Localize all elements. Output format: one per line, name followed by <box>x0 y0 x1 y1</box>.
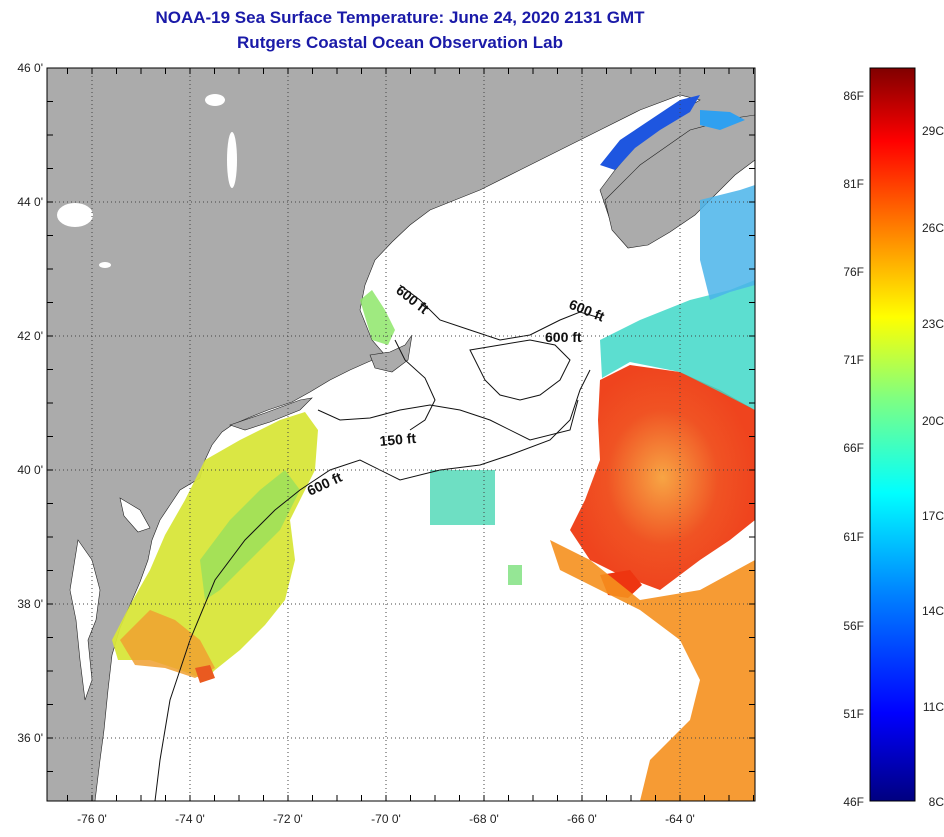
sst-southern-orange <box>550 540 755 801</box>
sst-shelf-orange <box>120 610 215 678</box>
map-title: NOAA-19 Sea Surface Temperature: June 24… <box>155 8 645 27</box>
colorbar-f-label: 71F <box>843 353 864 367</box>
colorbar-c-label: 23C <box>922 317 944 331</box>
sst-fundy-cyan <box>700 110 745 130</box>
delaware-bay <box>119 497 151 533</box>
contour-georges-bank <box>469 339 571 401</box>
contour-150ft <box>317 399 579 441</box>
contour-label: 150 ft <box>379 430 417 449</box>
longitude-axis: -76 0' -74 0' -72 0' -70 0' -68 0' -66 0' -64 … <box>67 68 754 826</box>
colorbar-c-label: 20C <box>922 414 944 428</box>
lat-tick-label: 46 0' <box>17 61 43 75</box>
sst-gulf-stream <box>570 365 755 590</box>
land-nova-scotia <box>604 114 755 249</box>
colorbar-c-label: 26C <box>922 221 944 235</box>
lon-tick-label: -66 0' <box>567 812 597 826</box>
map-subtitle: Rutgers Coastal Ocean Observation Lab <box>237 33 563 52</box>
map-frame <box>46 67 756 802</box>
lon-tick-label: -76 0' <box>77 812 107 826</box>
contour-gulf-of-maine <box>399 284 601 341</box>
colorbar-f-label: 56F <box>843 619 864 633</box>
lon-tick-label: -74 0' <box>175 812 205 826</box>
colorbar-c-label: 29C <box>922 124 944 138</box>
colorbar <box>869 67 916 802</box>
land-long-island <box>229 397 313 431</box>
lat-tick-label: 44 0' <box>17 195 43 209</box>
lat-tick-label: 42 0' <box>17 329 43 343</box>
colorbar-c-label: 8C <box>929 795 944 809</box>
lon-tick-label: -72 0' <box>273 812 303 826</box>
colorbar-c-label: 14C <box>922 604 944 618</box>
colorbar-c-label: 11C <box>923 700 944 714</box>
lake <box>57 203 93 227</box>
lake <box>205 94 225 106</box>
latitude-axis: 46 0' 44 0' 42 0' 40 0' 38 0' 36 0' <box>17 61 755 772</box>
colorbar-f-label: 46F <box>843 795 864 809</box>
colorbar-fahrenheit-labels: 86F 81F 76F 71F 66F 61F 56F 51F 46F <box>843 89 864 809</box>
lon-tick-label: -70 0' <box>371 812 401 826</box>
lon-tick-label: -68 0' <box>469 812 499 826</box>
sst-scotian-shelf <box>700 185 755 300</box>
colorbar-f-label: 81F <box>843 177 864 191</box>
sst-patch <box>430 470 495 525</box>
colorbar-f-label: 66F <box>843 441 864 455</box>
lake <box>99 262 111 268</box>
isobath-contours <box>154 284 601 801</box>
colorbar-f-label: 51F <box>843 707 864 721</box>
colorbar-f-label: 86F <box>843 89 864 103</box>
sst-patch <box>508 565 522 585</box>
colorbar-c-label: 17C <box>922 509 944 523</box>
sst-gulf-of-maine-edge <box>360 290 395 345</box>
sst-slope-water <box>600 280 755 410</box>
colorbar-f-label: 76F <box>843 265 864 279</box>
land-cape-cod <box>369 334 413 373</box>
colorbar-f-label: 61F <box>843 530 864 544</box>
contour-600ft-shelf-break <box>154 369 591 801</box>
contour-label: 600 ft <box>545 329 582 345</box>
contour-coastal-inner <box>394 339 436 431</box>
colorbar-celsius-labels: 29C 26C 23C 20C 17C 14C 11C 8C <box>922 124 944 809</box>
lon-tick-label: -64 0' <box>665 812 695 826</box>
lat-tick-label: 38 0' <box>17 597 43 611</box>
lat-tick-label: 36 0' <box>17 731 43 745</box>
sst-warm-tip <box>195 665 215 683</box>
lat-tick-label: 40 0' <box>17 463 43 477</box>
lake <box>227 132 237 188</box>
sst-bay-of-fundy <box>600 95 700 170</box>
